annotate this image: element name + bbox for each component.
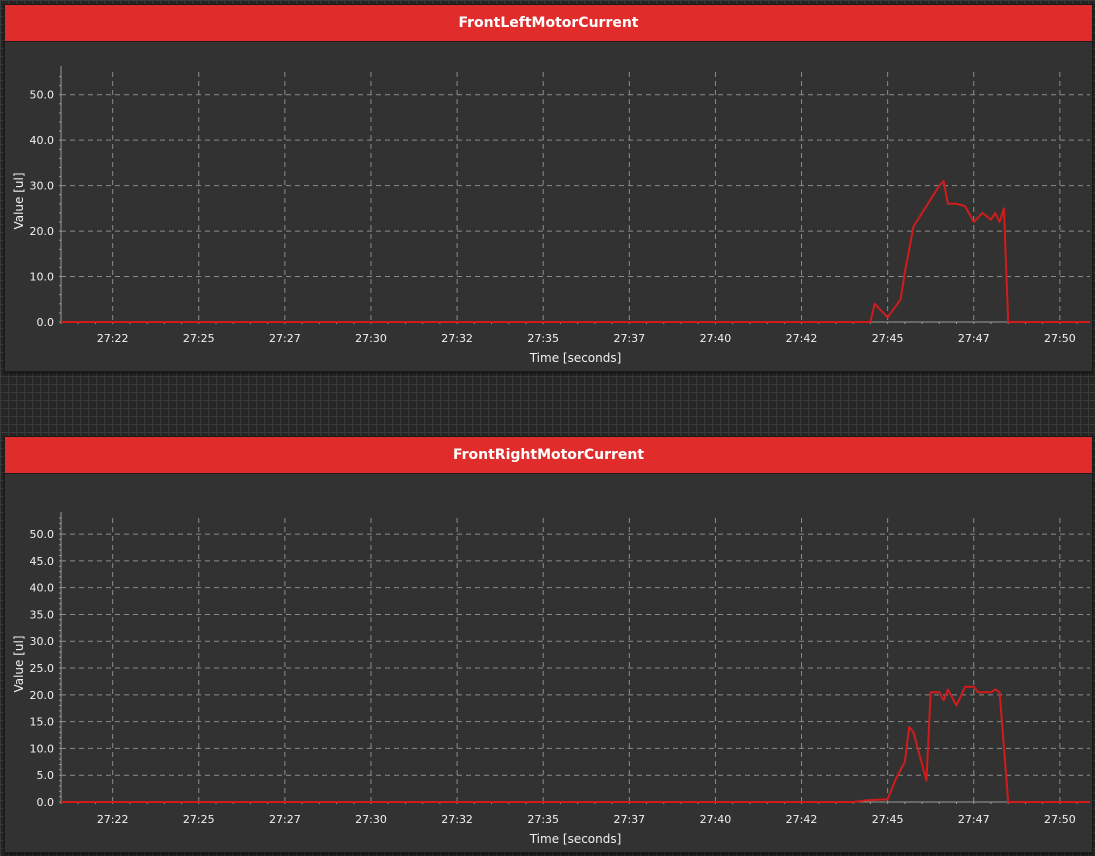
x-tick-label: 27:37	[613, 813, 645, 826]
x-tick-label: 27:27	[269, 332, 301, 345]
front-right-widget: FrontRightMotorCurrent 0.0 5.0 10.0 15.0 20.…	[4, 436, 1093, 853]
front-right-chart[interactable]: 0.0 5.0 10.0 15.0 20.0 25.0 30.0 35.0 40.0 45.0 50…	[5, 474, 1092, 852]
y-tick-label: 40.0	[30, 582, 55, 595]
y-tick-label: 50.0	[30, 528, 55, 541]
x-tick-label: 27:50	[1044, 813, 1076, 826]
x-tick-label: 27:30	[355, 813, 387, 826]
y-tick-label: 50.0	[30, 89, 55, 102]
x-tick-label: 27:22	[97, 813, 129, 826]
y-tick-label: 0.0	[37, 316, 55, 329]
y-tick-label: 40.0	[30, 134, 55, 147]
y-tick-label: 25.0	[30, 662, 55, 675]
y-tick-label: 20.0	[30, 689, 55, 702]
widget-title: FrontLeftMotorCurrent	[5, 5, 1092, 42]
x-tick-label: 27:27	[269, 813, 301, 826]
x-tick-label: 27:37	[613, 332, 645, 345]
x-tick-label: 27:25	[183, 332, 215, 345]
y-tick-label: 45.0	[30, 555, 55, 568]
y-tick-label: 0.0	[37, 796, 55, 809]
x-tick-label: 27:42	[786, 813, 818, 826]
x-tick-label: 27:50	[1044, 332, 1076, 345]
x-tick-label: 27:32	[441, 332, 473, 345]
x-tick-label: 27:45	[872, 813, 904, 826]
x-tick-label: 27:25	[183, 813, 215, 826]
x-axis-label: Time [seconds]	[529, 351, 622, 365]
y-tick-label: 15.0	[30, 716, 55, 729]
x-tick-label: 27:35	[527, 332, 559, 345]
x-tick-label: 27:22	[97, 332, 129, 345]
y-axis-label: Value [ul]	[12, 635, 26, 692]
y-tick-label: 5.0	[37, 769, 55, 782]
y-tick-label: 30.0	[30, 180, 55, 193]
y-tick-label: 30.0	[30, 635, 55, 648]
front-left-chart[interactable]: 0.0 10.0 20.0 30.0 40.0 50.0 27:22 27:25 27:27 27…	[5, 42, 1092, 371]
series-line	[61, 180, 1090, 323]
y-tick-label: 20.0	[30, 225, 55, 238]
x-tick-label: 27:42	[786, 332, 818, 345]
x-tick-label: 27:40	[700, 332, 732, 345]
y-axis-label: Value [ul]	[12, 172, 26, 229]
y-tick-label: 35.0	[30, 608, 55, 621]
x-tick-label: 27:35	[527, 813, 559, 826]
x-axis-label: Time [seconds]	[529, 832, 622, 846]
x-tick-label: 27:40	[700, 813, 732, 826]
y-tick-label: 10.0	[30, 271, 55, 284]
x-tick-label: 27:32	[441, 813, 473, 826]
x-tick-label: 27:45	[872, 332, 904, 345]
widget-title: FrontRightMotorCurrent	[5, 437, 1092, 474]
y-tick-label: 10.0	[30, 742, 55, 755]
x-tick-label: 27:47	[958, 332, 990, 345]
front-left-widget: FrontLeftMotorCurrent 0.0 10.0 20.0 30.0 40.…	[4, 4, 1093, 372]
x-tick-label: 27:47	[958, 813, 990, 826]
series-line	[61, 685, 1090, 803]
x-tick-label: 27:30	[355, 332, 387, 345]
